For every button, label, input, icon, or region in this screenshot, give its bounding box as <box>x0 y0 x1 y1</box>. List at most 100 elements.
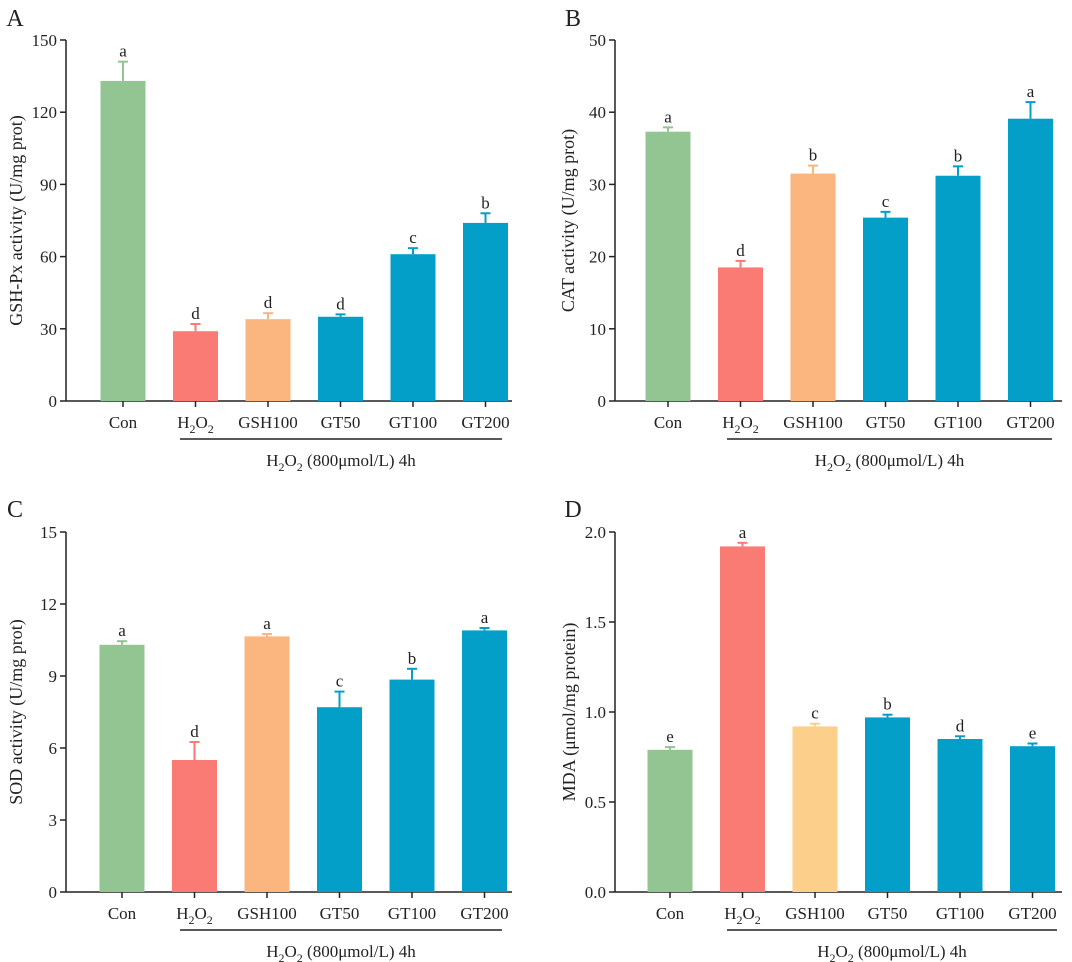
significance-letter: d <box>336 294 345 313</box>
significance-letter: a <box>739 523 747 542</box>
y-tick-label: 1.0 <box>585 703 606 722</box>
y-tick-label: 0.0 <box>585 883 606 902</box>
bar <box>173 331 218 401</box>
x-tick-label: GT50 <box>868 904 908 923</box>
group-label: H2​O2​ (800μmol/L) 4h <box>817 942 967 962</box>
bar <box>937 739 983 892</box>
significance-letter: a <box>263 614 271 633</box>
y-tick-label: 30 <box>589 175 606 194</box>
y-tick-label: 120 <box>32 103 58 122</box>
bar <box>1010 746 1055 892</box>
significance-letter: c <box>811 704 819 723</box>
y-tick-label: 2.0 <box>585 523 606 542</box>
significance-letter: b <box>954 146 963 165</box>
significance-letter: b <box>408 649 417 668</box>
y-tick-label: 15 <box>40 523 57 542</box>
bar <box>462 630 507 892</box>
y-axis-label: MDA (μmol/mg protein) <box>559 623 580 802</box>
y-tick-label: 0.5 <box>585 793 606 812</box>
x-tick-label: GT200 <box>461 413 509 432</box>
y-tick-label: 30 <box>40 320 57 339</box>
x-tick-label: GT200 <box>1008 904 1056 923</box>
x-tick-label: GSH100 <box>238 413 298 432</box>
group-label: H2​O2​ (800μmol/L) 4h <box>266 942 416 962</box>
significance-letter: c <box>336 672 344 691</box>
x-tick-label: H2​O2​ <box>724 904 761 927</box>
significance-letter: d <box>191 304 200 323</box>
significance-letter: d <box>264 293 273 312</box>
x-tick-label: H2​O2​ <box>176 904 213 927</box>
bar <box>245 319 291 401</box>
y-axis-label: CAT activity (U/mg prot) <box>558 129 579 312</box>
x-tick-label: GT50 <box>320 904 360 923</box>
significance-letter: a <box>118 621 126 640</box>
bar <box>792 726 838 892</box>
y-tick-label: 6 <box>49 739 58 758</box>
significance-letter: b <box>809 146 818 165</box>
significance-letter: a <box>119 42 127 61</box>
significance-letter: c <box>882 192 890 211</box>
x-tick-label: Con <box>108 904 137 923</box>
bar <box>790 173 836 401</box>
panel-d: D 0.0 0.5 1.0 1.5 2.0 MDA (μmol/mg protein) e Co… <box>559 497 1062 962</box>
x-tick-label: H2​O2​ <box>177 413 214 436</box>
x-tick-label: GSH100 <box>783 413 843 432</box>
bar <box>99 644 145 892</box>
y-tick-label: 1.5 <box>585 613 606 632</box>
panel-letter: C <box>7 497 23 523</box>
group-label: H2​O2​ (800μmol/L) 4h <box>266 451 416 474</box>
y-tick-label: 90 <box>40 175 57 194</box>
x-tick-label: GT100 <box>934 413 982 432</box>
x-tick-label: GT100 <box>389 413 437 432</box>
significance-letter: b <box>883 695 892 714</box>
y-tick-label: 60 <box>40 248 57 267</box>
y-tick-label: 150 <box>32 31 58 50</box>
panel-letter: D <box>564 497 581 523</box>
x-tick-label: GT100 <box>388 904 436 923</box>
bar <box>244 636 290 892</box>
x-tick-label: GT200 <box>1006 413 1054 432</box>
bar <box>645 131 691 401</box>
y-axis-label: GSH-Px activity (U/mg prot) <box>6 115 27 325</box>
significance-letter: c <box>409 228 417 247</box>
bar <box>172 760 217 892</box>
y-tick-label: 0 <box>49 392 58 411</box>
significance-letter: b <box>481 193 490 212</box>
bar <box>718 267 763 401</box>
significance-letter: e <box>1029 724 1037 743</box>
panel-c: C 0 3 6 9 12 15 SOD activity (U/mg prot) a Con d H2… <box>6 497 512 962</box>
panel-letter: B <box>565 6 581 32</box>
bar <box>389 679 435 892</box>
significance-letter: d <box>190 722 199 741</box>
bar <box>863 217 908 401</box>
x-tick-label: GT50 <box>321 413 361 432</box>
significance-letter: d <box>736 241 745 260</box>
panel-b: B 0 10 20 30 40 50 CAT activity (U/mg prot) a Con… <box>558 6 1062 474</box>
bar <box>318 316 363 401</box>
x-tick-label: GSH100 <box>785 904 845 923</box>
x-tick-label: GT100 <box>936 904 984 923</box>
y-tick-label: 3 <box>49 811 58 830</box>
x-tick-label: Con <box>654 413 683 432</box>
x-tick-label: GT200 <box>460 904 508 923</box>
y-tick-label: 20 <box>589 248 606 267</box>
x-tick-label: Con <box>109 413 138 432</box>
significance-letter: a <box>1027 82 1035 101</box>
bar <box>647 749 693 892</box>
x-tick-label: Con <box>656 904 685 923</box>
y-axis-label: SOD activity (U/mg prot) <box>6 619 27 804</box>
y-tick-label: 12 <box>40 595 57 614</box>
bar <box>1008 118 1053 401</box>
bar <box>390 254 436 401</box>
bar <box>865 717 910 892</box>
x-tick-label: GSH100 <box>237 904 297 923</box>
bar <box>935 175 981 401</box>
y-tick-label: 50 <box>589 31 606 50</box>
panel-letter: A <box>6 6 24 32</box>
bar <box>720 546 765 892</box>
bar <box>463 222 508 401</box>
y-tick-label: 0 <box>598 392 607 411</box>
x-tick-label: GT50 <box>866 413 906 432</box>
y-tick-label: 10 <box>589 320 606 339</box>
